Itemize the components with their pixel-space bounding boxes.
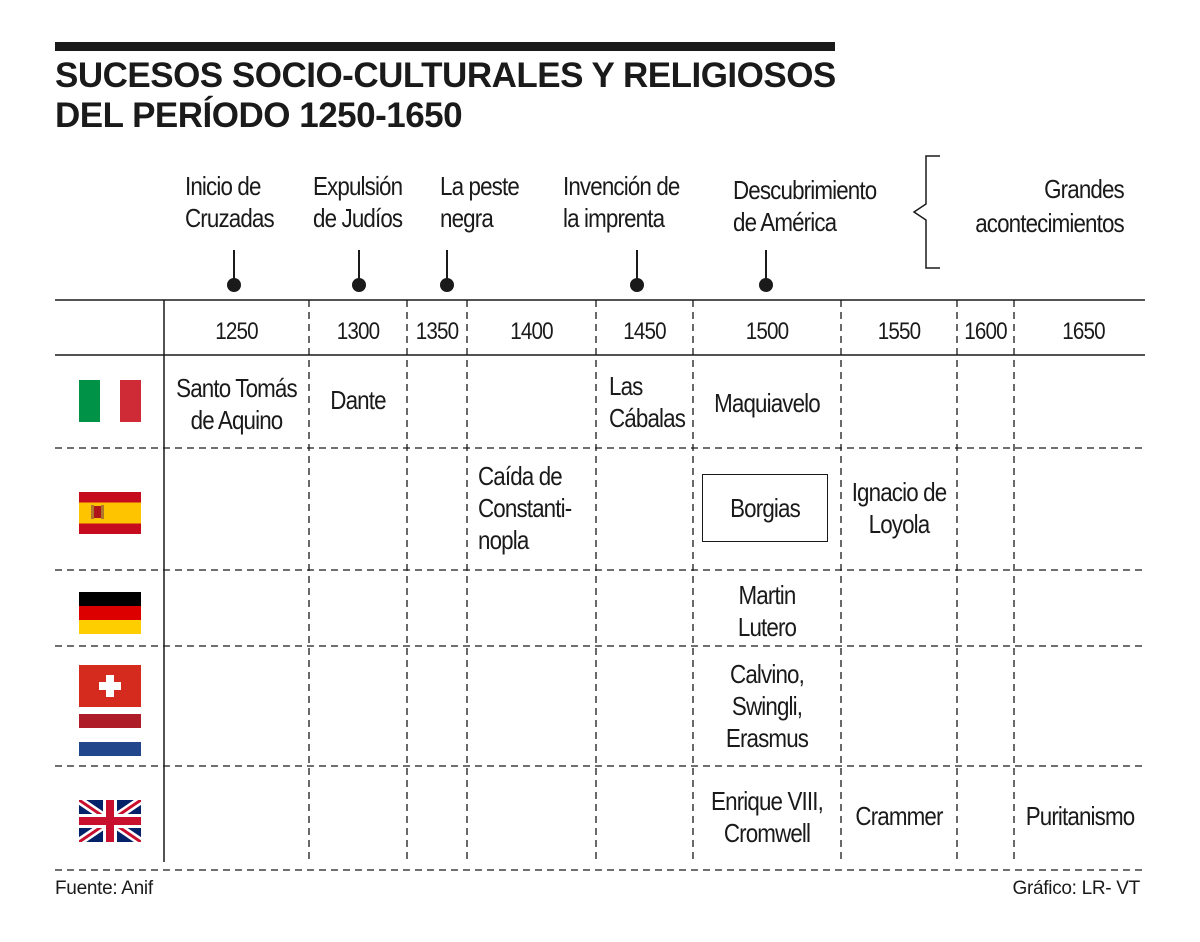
event-label-line: Descubrimiento: [733, 175, 877, 205]
cell-line: Cábalas: [609, 403, 686, 433]
event-expulsion: Expulsión de Judíos: [313, 170, 403, 234]
event-peste: La peste negra: [440, 170, 520, 234]
cell-line: Santo Tomás: [176, 373, 298, 403]
title-line-1: SUCESOS SOCIO-CULTURALES Y RELIGIOSOS: [55, 56, 836, 95]
italy-flag: [79, 380, 141, 422]
cell-line: Las: [609, 371, 643, 401]
cell-ignacio-de-loyola: Ignacio de Loyola: [851, 476, 947, 540]
borgias-box: [702, 474, 828, 542]
cell-line: Loyola: [868, 509, 931, 539]
event-label-line: de América: [733, 207, 837, 237]
event-label-line: Cruzadas: [185, 203, 275, 233]
source-note: Fuente: Anif: [55, 878, 153, 899]
cell-line: Constanti-: [478, 493, 572, 523]
cell-line: Lutero: [737, 612, 797, 642]
cell-line: nopla: [478, 525, 529, 555]
cell-las-cabalas: Las Cábalas: [609, 370, 686, 434]
year-1500: 1500: [745, 318, 789, 345]
cell-line: Borgias: [730, 493, 801, 523]
cell-line: Caída de: [478, 461, 563, 491]
year-1400: 1400: [510, 318, 553, 345]
chart-title: SUCESOS SOCIO-CULTURALES Y RELIGIOSOS DE…: [55, 56, 955, 136]
event-marker: [440, 278, 454, 292]
event-stem: [233, 250, 235, 280]
cell-maquiavelo: Maquiavelo: [705, 387, 829, 419]
event-stem: [358, 250, 360, 280]
credit-note: Gráfico: LR- VT: [1012, 878, 1141, 899]
year-1300: 1300: [336, 318, 380, 345]
title-rule: [55, 42, 835, 51]
event-label-line: Invención de: [563, 171, 680, 201]
event-label-line: negra: [440, 203, 494, 233]
cell-line: Erasmus: [725, 723, 809, 753]
cell-line: Maquiavelo: [714, 388, 821, 418]
event-marker: [352, 278, 366, 292]
event-label-line: la imprenta: [563, 203, 665, 233]
germany-flag: [79, 592, 141, 634]
cell-borgias: Borgias: [711, 492, 819, 524]
event-label-line: Expulsión: [313, 171, 403, 201]
cell-line: de Aquino: [190, 405, 284, 435]
legend-label: Grandes acontecimientos: [975, 172, 1125, 240]
event-cruzadas: Inicio de Cruzadas: [185, 170, 275, 234]
event-marker: [759, 278, 773, 292]
year-1650: 1650: [1062, 318, 1105, 345]
cell-santo-tomas: Santo Tomás de Aquino: [176, 372, 298, 436]
cell-caida-constantinopla: Caída de Constanti- nopla: [478, 460, 579, 556]
cell-line: Swingli,: [731, 691, 803, 721]
cell-line: Crammer: [855, 801, 943, 831]
cell-line: Calvino,: [730, 659, 805, 689]
event-marker: [227, 278, 241, 292]
cell-enrique-cromwell: Enrique VIII, Cromwell: [705, 785, 829, 849]
cell-dante: Dante: [318, 384, 399, 416]
year-1550: 1550: [877, 318, 921, 345]
event-label-line: de Judíos: [313, 203, 403, 233]
title-line-2: DEL PERÍODO 1250-1650: [55, 96, 463, 135]
legend-line: acontecimientos: [975, 208, 1125, 238]
cell-line: Martin: [738, 580, 797, 610]
cell-line: Dante: [330, 385, 386, 415]
cell-line: Enrique VIII,: [711, 786, 824, 816]
event-marker: [630, 278, 644, 292]
year-1450: 1450: [623, 318, 666, 345]
cell-martin-lutero: Martin Lutero: [705, 579, 829, 643]
event-label-line: Inicio de: [185, 171, 261, 201]
brace-icon: [912, 155, 940, 269]
event-stem: [765, 250, 767, 280]
cell-crammer: Crammer: [851, 800, 947, 832]
cell-puritanismo: Puritanismo: [1025, 800, 1135, 832]
cell-line: Ignacio de: [851, 477, 947, 507]
event-stem: [636, 250, 638, 280]
event-america: Descubrimiento de América: [733, 174, 877, 238]
switzerland-flag: [79, 665, 141, 707]
netherlands-flag: [79, 714, 141, 756]
cell-calvino-swingli-erasmus: Calvino, Swingli, Erasmus: [705, 658, 829, 754]
year-1600: 1600: [964, 318, 1007, 345]
united-kingdom-flag: [79, 800, 141, 842]
event-label-line: La peste: [440, 171, 520, 201]
cell-line: Puritanismo: [1025, 801, 1135, 831]
legend-line: Grandes: [1044, 174, 1125, 204]
event-imprenta: Invención de la imprenta: [563, 170, 680, 234]
cell-line: Cromwell: [723, 818, 811, 848]
event-stem: [446, 250, 448, 280]
spain-flag: [79, 492, 141, 534]
year-1250: 1250: [215, 318, 258, 345]
year-1350: 1350: [415, 318, 459, 345]
